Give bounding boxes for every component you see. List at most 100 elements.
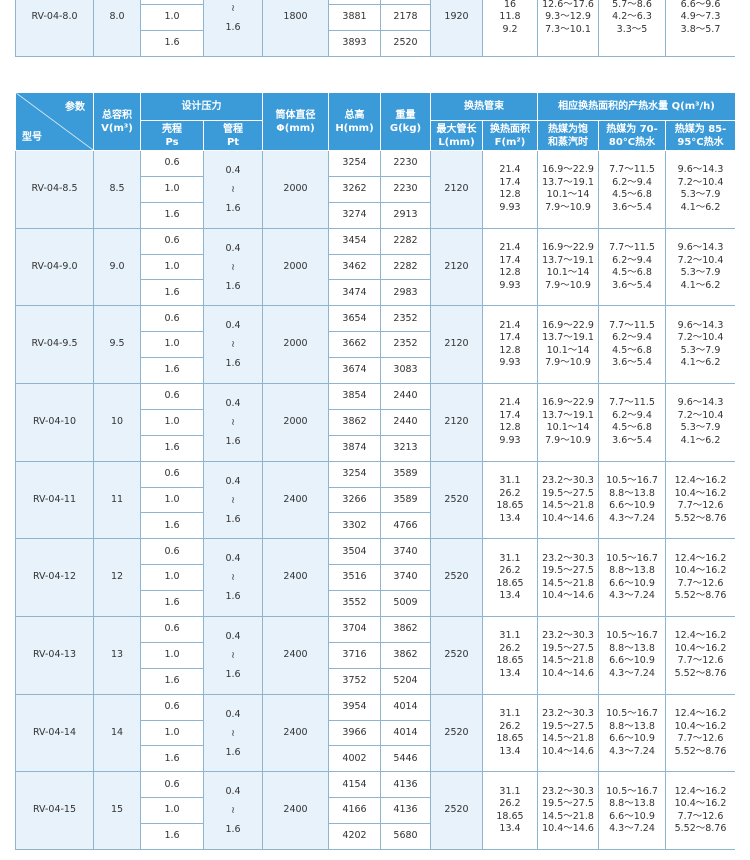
w70-text: 3.3～5 [616,23,648,35]
row: RV-04-8.0 8.0 ≀ 1.6 1800 1920 16 11.8 9.2 12.6～17… [15,0,735,57]
weight: 3083 [380,357,431,385]
tube-length: 1920 [430,0,483,57]
w85: 12.4～16.2 10.4～16.2 7.7～12.6 5.52～8.76 [664,616,735,695]
tube-header: 换热管束 [430,92,538,121]
w70-text: 3.6～5.4 [612,201,652,213]
model: RV-04-12 [15,538,94,618]
w85: 9.6～14.3 7.2～10.4 5.3～7.9 4.1～6.2 [664,150,735,229]
weight: 2983 [380,279,431,307]
w70-text: 6.2～9.4 [612,409,652,421]
model: RV-04-8.0 [15,0,94,57]
tube-pressure: 0.4 ≀ 1.6 [203,771,263,851]
weight: 4766 [380,512,431,540]
weight: 2282 [380,253,431,281]
areas-text: 21.4 [499,397,521,409]
tube-length: 2520 [430,616,483,695]
w85: 12.4～16.2 10.4～16.2 7.7～12.6 5.52～8.76 [664,460,735,540]
height-text: 4154 [342,778,367,790]
areas: 31.1 26.2 18.65 13.4 [482,538,538,618]
w70-text: 8.8～13.8 [609,720,655,732]
fragment-table: RV-04-8.0 8.0 ≀ 1.6 1800 1920 16 11.8 9.2 12.6～17… [15,0,735,58]
weight-text: 4014 [393,700,418,712]
height-text: 3552 [342,597,367,609]
shell-pressure-text: 1.0 [164,416,180,428]
height: 3954 [328,693,381,721]
w70-text: 3.6～5.4 [612,357,652,369]
model: RV-04-13 [15,616,94,695]
sat-text: 19.5～27.5 [542,565,594,577]
weight-text: 2440 [393,416,418,428]
tube-pressure: 0.4 ≀ 1.6 [203,460,263,540]
w85-text: 5.52～8.76 [674,745,727,757]
weight: 2520 [380,30,431,57]
row: 1.0 3862 2440 [16,408,736,436]
shell-pressure-text: 1.0 [164,649,180,661]
param-label: 参数 [65,102,85,113]
w70-text: 4.3～7.24 [609,590,655,602]
height-text: 4002 [342,752,367,764]
w85-text: 9.6～14.3 [677,242,724,253]
diameter: 2400 [262,693,329,773]
shell-pressure: 1.0 [140,641,204,669]
pt-header-text: Pt [226,136,240,148]
weight-text: 4766 [393,519,418,531]
w85-text: 6.6～9.6 [680,0,721,10]
w85-text: 7.2～10.4 [677,176,724,188]
w70-text: 8.8～13.8 [609,642,655,654]
w70-text: 4.3～7.24 [609,823,655,835]
areas-text: 18.65 [496,733,524,745]
row: RV-04-11 11 0.6 0.4 ≀ 1.6 2400 3254 3589 2520 31.1… [15,460,735,540]
w85-text: 5.3～7.9 [680,267,721,278]
weight: 2440 [380,383,431,410]
areas-text: 31.1 [499,708,521,720]
w85-text: 7.7～12.6 [677,500,724,512]
w70-text: 6.6～10.9 [609,655,655,667]
w70-text: 4.3～7.24 [609,745,655,757]
areas: 31.1 26.2 18.65 13.4 [482,616,538,695]
w70-text: 10.5～16.7 [606,785,658,797]
w85-text: 9.6～14.3 [677,164,724,176]
areas-text: 12.8 [499,267,521,278]
shell-pressure-text: 1.6 [164,597,180,609]
row: RV-04-9.5 9.5 0.6 0.4 ≀ 1.6 2000 3654 2352 2120 21… [15,305,735,385]
areas-text: 31.1 [499,552,521,564]
row: 1.6 4202 5680 [16,823,736,851]
weight-text: 5009 [393,597,418,609]
shell-pressure-text: 1.6 [164,208,180,220]
tube-pressure-text: 0.4 [225,164,241,176]
tube-length: 2120 [430,305,483,385]
tube-pressure-text: 1.6 [225,668,241,680]
volume-text: 12 [110,571,124,583]
height-text: 3254 [342,157,367,169]
shell-pressure: 1.0 [140,797,204,825]
volume: 11 [93,460,141,540]
row: 1.0 3966 4014 [16,719,736,747]
shell-pressure-text: 0.6 [164,545,180,557]
areas-text: 21.4 [499,242,521,253]
shell-pressure: 1.0 [140,486,204,514]
w85-text: 5.52～8.76 [674,590,727,602]
tube-pressure-text: 1.6 [225,435,241,447]
w70-text: 7.7～11.5 [609,164,655,176]
weight-text: 5446 [393,752,418,764]
height-text: 3266 [342,493,367,505]
model: RV-04-11 [15,460,94,540]
table-body: RV-04-8.0 8.0 ≀ 1.6 1800 1920 16 11.8 9.2 12.6～17… [15,0,735,57]
diameter-text: 2400 [283,493,308,505]
volume: 8.0 [93,0,141,57]
model-text: RV-04-13 [32,649,77,661]
sat-text: 14.5～21.8 [542,655,594,667]
height: 3966 [328,719,381,747]
tube-length: 2120 [430,383,483,462]
sat-header-text: 热媒为饱 [548,123,588,135]
shell-pressure-text: 1.6 [164,286,180,298]
diameter-text: 1800 [283,11,308,23]
w70-text: 10.5～16.7 [606,630,658,642]
table: 参数 型号 总容积 V(m³) 设计压力 筒体直径 Φ(mm) 总高 H(mm) 重量 G(kg) 换… [15,92,736,851]
weight-text: 3589 [393,467,418,479]
shell-pressure-text: 1.0 [164,726,180,738]
shell-pressure: 0.6 [140,616,204,643]
height: 3893 [328,30,381,57]
shell-pressure: 1.6 [140,590,204,618]
tube-pressure-text: ≀ [231,416,235,428]
